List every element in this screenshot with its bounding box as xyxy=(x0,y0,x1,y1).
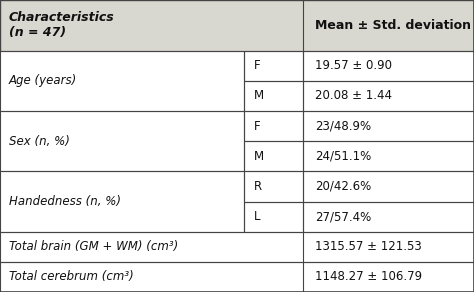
Text: Mean ± Std. deviation: Mean ± Std. deviation xyxy=(315,19,471,32)
Text: M: M xyxy=(254,150,264,163)
Text: 19.57 ± 0.90: 19.57 ± 0.90 xyxy=(315,59,392,72)
Text: Age (years): Age (years) xyxy=(9,74,77,87)
Text: Sex (n, %): Sex (n, %) xyxy=(9,135,69,148)
Bar xyxy=(0,0,474,51)
Bar xyxy=(0,111,474,141)
Text: 20/42.6%: 20/42.6% xyxy=(315,180,372,193)
Bar xyxy=(0,141,474,171)
Bar xyxy=(0,201,474,232)
Text: 20.08 ± 1.44: 20.08 ± 1.44 xyxy=(315,89,392,102)
Text: Handedness (n, %): Handedness (n, %) xyxy=(9,195,120,208)
Text: 1148.27 ± 106.79: 1148.27 ± 106.79 xyxy=(315,270,422,284)
Bar xyxy=(0,171,474,201)
Bar xyxy=(0,81,474,111)
Bar xyxy=(0,262,474,292)
Text: 1315.57 ± 121.53: 1315.57 ± 121.53 xyxy=(315,240,422,253)
Text: 27/57.4%: 27/57.4% xyxy=(315,210,372,223)
Text: L: L xyxy=(254,210,260,223)
Bar xyxy=(0,232,474,262)
Text: Total brain (GM + WM) (cm³): Total brain (GM + WM) (cm³) xyxy=(9,240,178,253)
Text: 24/51.1%: 24/51.1% xyxy=(315,150,372,163)
Text: Characteristics
(n = 47): Characteristics (n = 47) xyxy=(9,11,114,39)
Text: M: M xyxy=(254,89,264,102)
Text: R: R xyxy=(254,180,262,193)
Text: 23/48.9%: 23/48.9% xyxy=(315,120,371,133)
Text: Total cerebrum (cm³): Total cerebrum (cm³) xyxy=(9,270,133,284)
Bar xyxy=(0,51,474,81)
Text: F: F xyxy=(254,59,260,72)
Text: F: F xyxy=(254,120,260,133)
